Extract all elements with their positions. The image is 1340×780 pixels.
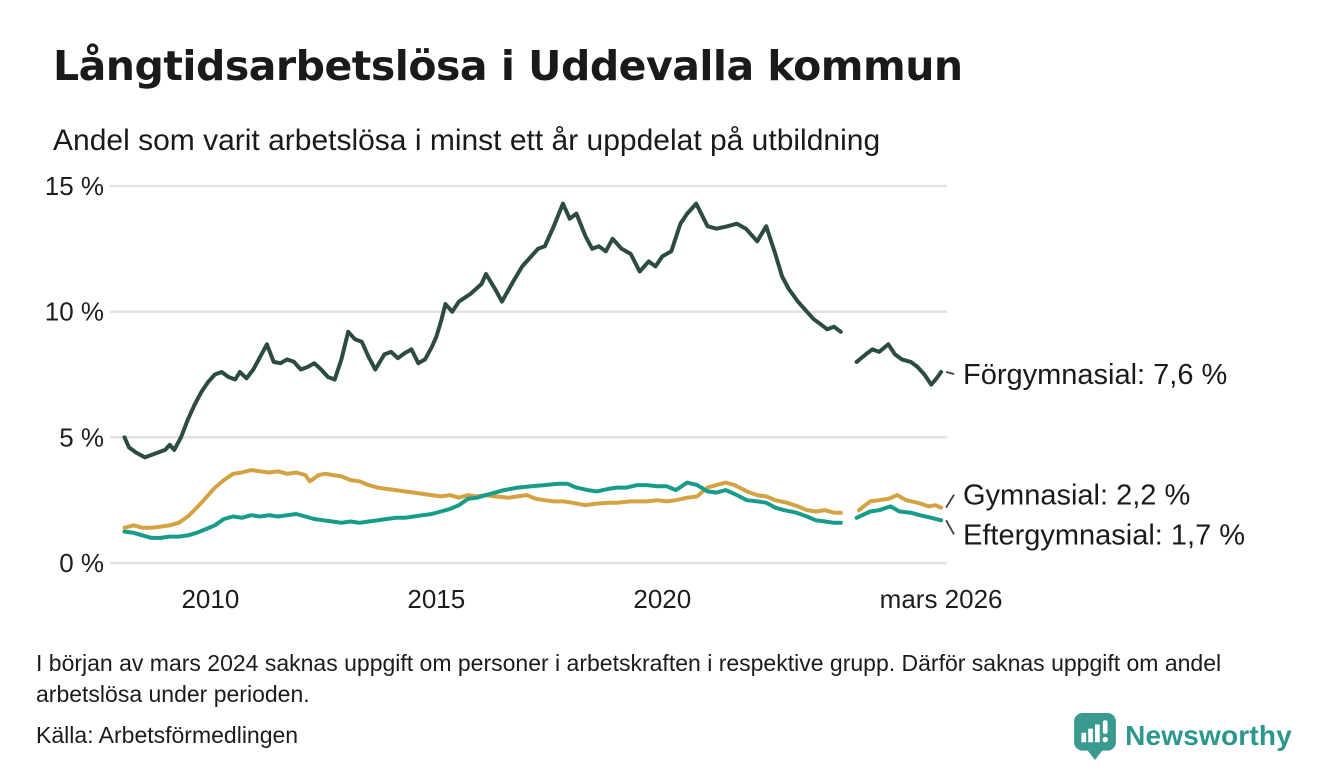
page-title: Långtidsarbetslösa i Uddevalla kommun — [53, 42, 963, 90]
source-text: Källa: Arbetsförmedlingen — [36, 722, 299, 748]
series-end-label-eftergymnasial: Eftergymnasial: 1,7 % — [963, 519, 1245, 551]
y-axis-tick-label: 0 % — [59, 548, 104, 578]
x-axis-tick-label: 2020 — [633, 584, 691, 614]
x-axis-tick-label: 2010 — [181, 584, 239, 614]
series-label-connector-frgymnasial — [945, 371, 955, 375]
page-subtitle: Andel som varit arbetslösa i minst ett å… — [53, 124, 881, 157]
y-axis-tick-label: 5 % — [59, 422, 104, 452]
series-end-label-frgymnasial: Förgymnasial: 7,6 % — [963, 359, 1227, 391]
x-axis-tick-label: mars 2026 — [880, 584, 1003, 614]
x-axis-tick-label: 2015 — [407, 584, 465, 614]
series-end-label-gymnasial: Gymnasial: 2,2 % — [963, 480, 1190, 512]
newsworthy-pin-icon — [1074, 712, 1116, 760]
series-label-connector-eftergymnasial — [945, 519, 955, 535]
series-line-eftergymnasial — [122, 480, 944, 540]
y-axis-tick-label: 15 % — [45, 171, 104, 201]
series-line-frgymnasial — [122, 201, 944, 460]
series-line-gymnasial — [122, 468, 944, 530]
series-label-connector-gymnasial — [945, 494, 955, 509]
newsworthy-logo: Newsworthy — [1074, 712, 1292, 760]
footnote-text: I början av mars 2024 saknas uppgift om … — [36, 650, 1222, 707]
newsworthy-logo-text: Newsworthy — [1125, 720, 1292, 751]
y-axis-tick-label: 10 % — [45, 297, 104, 327]
